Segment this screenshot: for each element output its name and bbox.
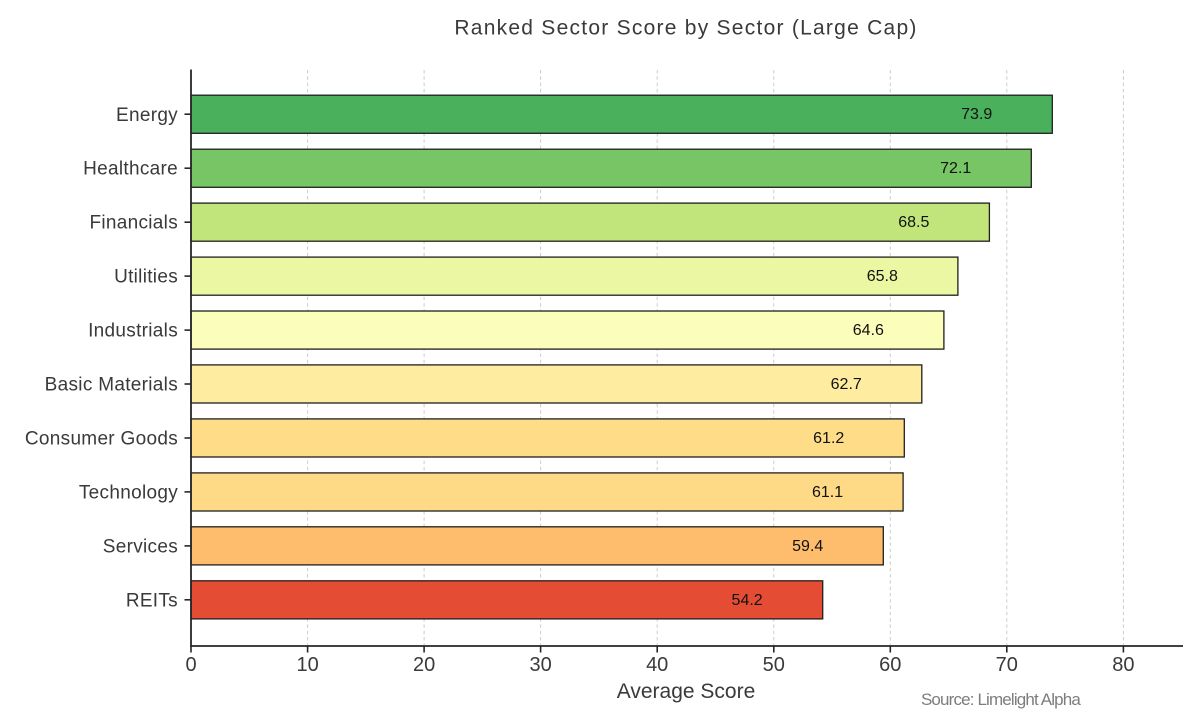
svg-text:Financials: Financials <box>89 213 178 234</box>
svg-text:0: 0 <box>185 654 196 676</box>
svg-text:60: 60 <box>879 654 901 676</box>
svg-text:65.8: 65.8 <box>867 268 898 285</box>
svg-text:40: 40 <box>646 654 668 676</box>
svg-text:Basic Materials: Basic Materials <box>45 375 178 396</box>
svg-text:Ranked Sector Score by Sector: Ranked Sector Score by Sector (Large Cap… <box>454 17 917 40</box>
svg-text:61.2: 61.2 <box>813 430 844 447</box>
svg-text:Technology: Technology <box>79 482 178 503</box>
svg-text:Utilities: Utilities <box>114 267 178 288</box>
svg-text:10: 10 <box>296 654 318 676</box>
svg-text:30: 30 <box>529 654 551 676</box>
svg-text:Energy: Energy <box>116 105 178 126</box>
svg-text:68.5: 68.5 <box>898 214 929 231</box>
svg-text:Services: Services <box>103 536 178 557</box>
svg-text:REITs: REITs <box>126 590 178 611</box>
svg-text:Source: Limelight Alpha: Source: Limelight Alpha <box>921 690 1081 709</box>
svg-text:Healthcare: Healthcare <box>83 159 178 180</box>
svg-text:59.4: 59.4 <box>792 538 823 555</box>
svg-text:Consumer Goods: Consumer Goods <box>25 429 178 450</box>
svg-text:64.6: 64.6 <box>853 322 884 339</box>
svg-text:72.1: 72.1 <box>940 160 971 177</box>
svg-text:20: 20 <box>413 654 435 676</box>
svg-text:62.7: 62.7 <box>831 376 862 393</box>
svg-text:Average Score: Average Score <box>617 680 756 703</box>
svg-text:61.1: 61.1 <box>812 484 843 501</box>
svg-text:Industrials: Industrials <box>88 321 178 342</box>
svg-text:54.2: 54.2 <box>732 592 763 609</box>
svg-text:50: 50 <box>763 654 785 676</box>
svg-text:80: 80 <box>1112 654 1134 676</box>
svg-text:70: 70 <box>996 654 1018 676</box>
svg-text:73.9: 73.9 <box>961 106 992 123</box>
